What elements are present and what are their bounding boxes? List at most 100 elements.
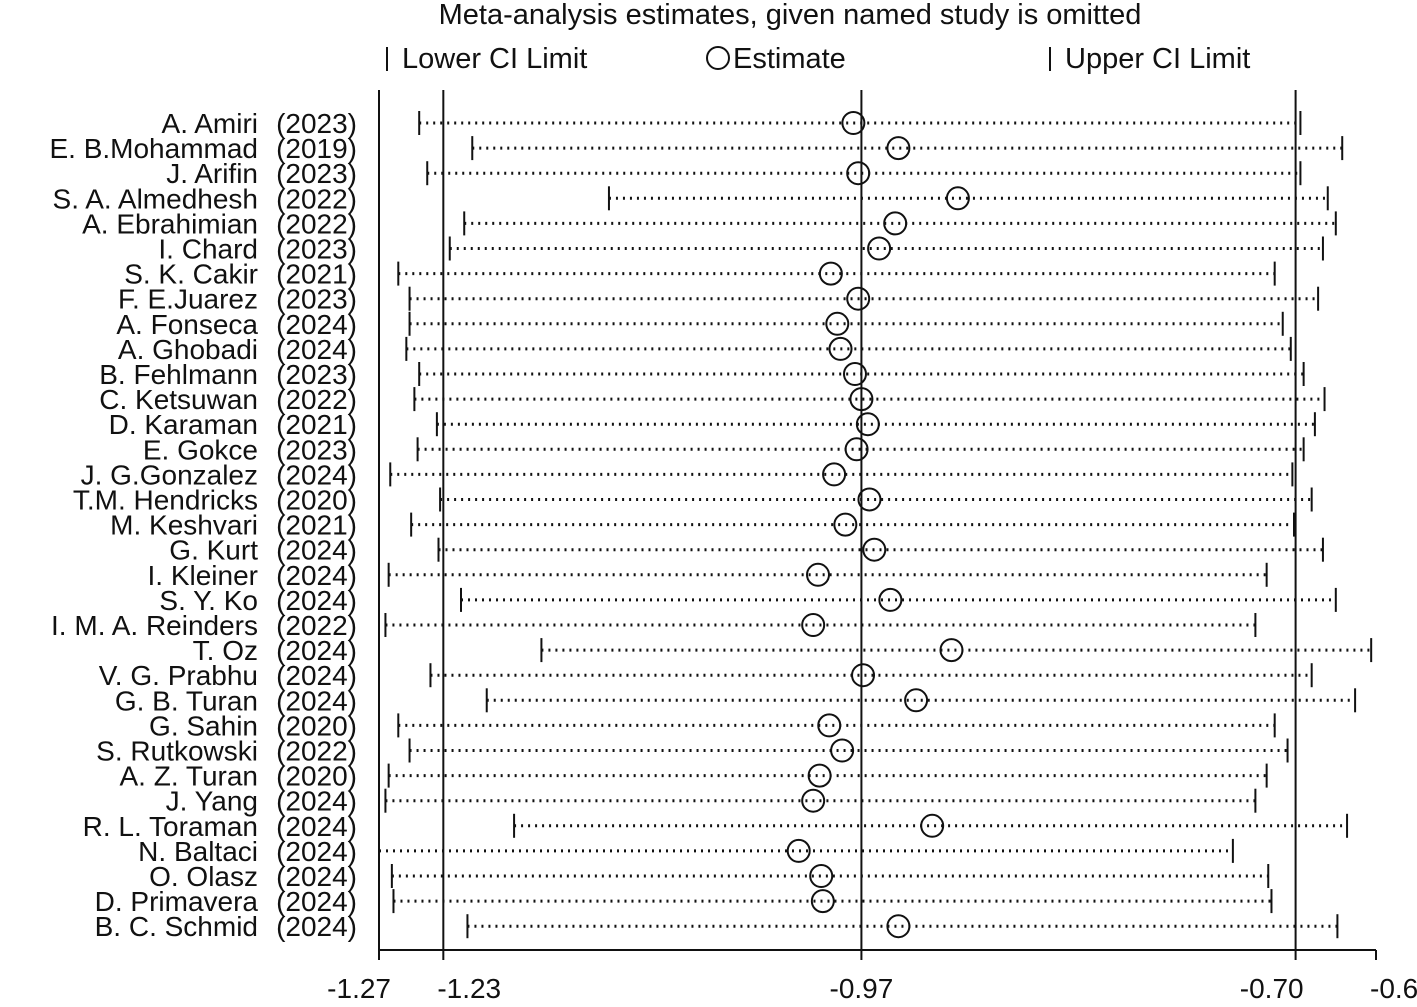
study-row: E. B.Mohammad (2019) [49, 133, 1344, 164]
study-name-label: O. Olasz [149, 861, 258, 892]
x-tick-label: -0.65 [1370, 973, 1417, 1004]
study-row: C. Ketsuwan (2022) [99, 384, 1326, 415]
study-name-label: J. G.Gonzalez [81, 459, 258, 490]
study-name-label: V. G. Prabhu [99, 660, 258, 691]
study-row: A. Fonseca (2024) [116, 309, 1284, 340]
estimate-marker [945, 186, 970, 211]
study-year-label: (2024) [276, 459, 357, 490]
study-name-label: I. M. A. Reinders [51, 610, 258, 641]
study-row: B. C. Schmid (2024) [95, 911, 1339, 942]
estimate-marker [810, 889, 835, 914]
study-year-label: (2024) [276, 660, 357, 691]
study-name-label: S. A. Almedhesh [53, 183, 258, 214]
legend: Lower CI Limit Estimate Upper CI Limit [386, 43, 1250, 75]
estimate-marker [855, 412, 880, 437]
estimate-marker [849, 387, 874, 412]
study-year-label: (2021) [276, 510, 357, 541]
estimate-marker [857, 487, 882, 512]
study-row: F. E.Juarez (2023) [118, 284, 1320, 315]
x-tick-label: -0.70 [1240, 973, 1304, 1004]
study-year-label: (2023) [276, 108, 357, 139]
estimate-marker [807, 763, 832, 788]
study-year-label: (2024) [276, 811, 357, 842]
study-name-label: C. Ketsuwan [99, 384, 258, 415]
estimate-marker [883, 211, 908, 236]
study-row: A. Ebrahimian (2022) [82, 208, 1337, 239]
study-row: R. L. Toraman (2024) [83, 811, 1349, 842]
estimate-marker [886, 914, 911, 939]
study-row: A. Z. Turan (2020) [120, 761, 1268, 792]
study-name-label: G. Sahin [149, 710, 258, 741]
x-tick-label: -0.97 [830, 973, 894, 1004]
study-year-label: (2022) [276, 208, 357, 239]
study-year-label: (2020) [276, 761, 357, 792]
study-row: I. Chard (2023) [158, 234, 1324, 265]
study-year-label: (2019) [276, 133, 357, 164]
study-row: S. K. Cakir (2021) [124, 259, 1276, 290]
study-row: J. Arifin (2023) [166, 158, 1302, 189]
estimate-marker [818, 261, 843, 286]
study-row: S. Y. Ko (2024) [159, 585, 1337, 616]
study-row: T. Oz (2024) [193, 635, 1373, 666]
study-name-label: M. Keshvari [110, 510, 258, 541]
study-year-label: (2024) [276, 861, 357, 892]
estimate-marker [825, 311, 850, 336]
study-row: A. Amiri (2023) [162, 108, 1302, 139]
study-name-label: A. Ghobadi [118, 334, 258, 365]
study-year-label: (2024) [276, 886, 357, 917]
estimate-marker [786, 838, 811, 863]
legend-lower-label: Lower CI Limit [402, 43, 587, 75]
estimate-marker [817, 713, 842, 738]
study-row: A. Ghobadi (2024) [118, 334, 1292, 365]
study-year-label: (2023) [276, 158, 357, 189]
estimate-marker [939, 638, 964, 663]
study-year-label: (2024) [276, 309, 357, 340]
study-name-label: T.M. Hendricks [73, 485, 258, 516]
estimate-marker [801, 788, 826, 813]
study-name-label: S. Rutkowski [96, 736, 258, 767]
estimate-marker [828, 336, 853, 361]
estimate-marker [833, 512, 858, 537]
study-year-label: (2024) [276, 836, 357, 867]
study-year-label: (2022) [276, 384, 357, 415]
study-row: S. A. Almedhesh (2022) [53, 183, 1329, 214]
study-year-label: (2024) [276, 685, 357, 716]
study-name-label: I. Chard [158, 234, 258, 265]
study-year-label: (2024) [276, 585, 357, 616]
study-name-label: N. Baltaci [138, 836, 258, 867]
study-name-label: S. K. Cakir [124, 259, 258, 290]
study-name-label: R. L. Toraman [83, 811, 258, 842]
study-year-label: (2023) [276, 434, 357, 465]
estimate-marker [801, 613, 826, 637]
study-name-label: B. Fehlmann [99, 359, 258, 390]
estimate-marker [920, 813, 945, 838]
study-name-label: S. Y. Ko [159, 585, 258, 616]
estimate-marker [822, 462, 847, 487]
estimate-marker [842, 362, 867, 386]
study-rows: A. Amiri (2023)E. B.Mohammad (2019)J. Arif… [49, 108, 1373, 942]
study-name-label: G. B. Turan [115, 685, 258, 716]
study-row: B. Fehlmann (2023) [99, 359, 1305, 390]
study-year-label: (2022) [276, 183, 357, 214]
x-tick-label: -1.27 [327, 973, 391, 1004]
study-row: J. G.Gonzalez (2024) [81, 459, 1294, 490]
study-name-label: A. Fonseca [116, 309, 258, 340]
estimate-marker [846, 161, 871, 186]
study-name-label: F. E.Juarez [118, 284, 258, 315]
study-row: N. Baltaci (2024) [138, 836, 1234, 867]
study-row: G. Sahin (2020) [149, 710, 1276, 741]
study-name-label: D. Primavera [95, 886, 259, 917]
reference-lines [378, 90, 1297, 950]
legend-estimate-marker [706, 46, 730, 70]
study-name-label: B. C. Schmid [95, 911, 258, 942]
study-row: S. Rutkowski (2022) [96, 736, 1289, 767]
study-name-label: A. Ebrahimian [82, 208, 258, 239]
estimate-marker [809, 864, 834, 888]
study-row: I. M. A. Reinders (2022) [51, 610, 1257, 641]
study-year-label: (2024) [276, 635, 357, 666]
estimate-marker [867, 236, 892, 261]
study-name-label: I. Kleiner [148, 560, 259, 591]
study-row: I. Kleiner (2024) [148, 560, 1268, 591]
study-row: M. Keshvari (2021) [110, 510, 1295, 541]
